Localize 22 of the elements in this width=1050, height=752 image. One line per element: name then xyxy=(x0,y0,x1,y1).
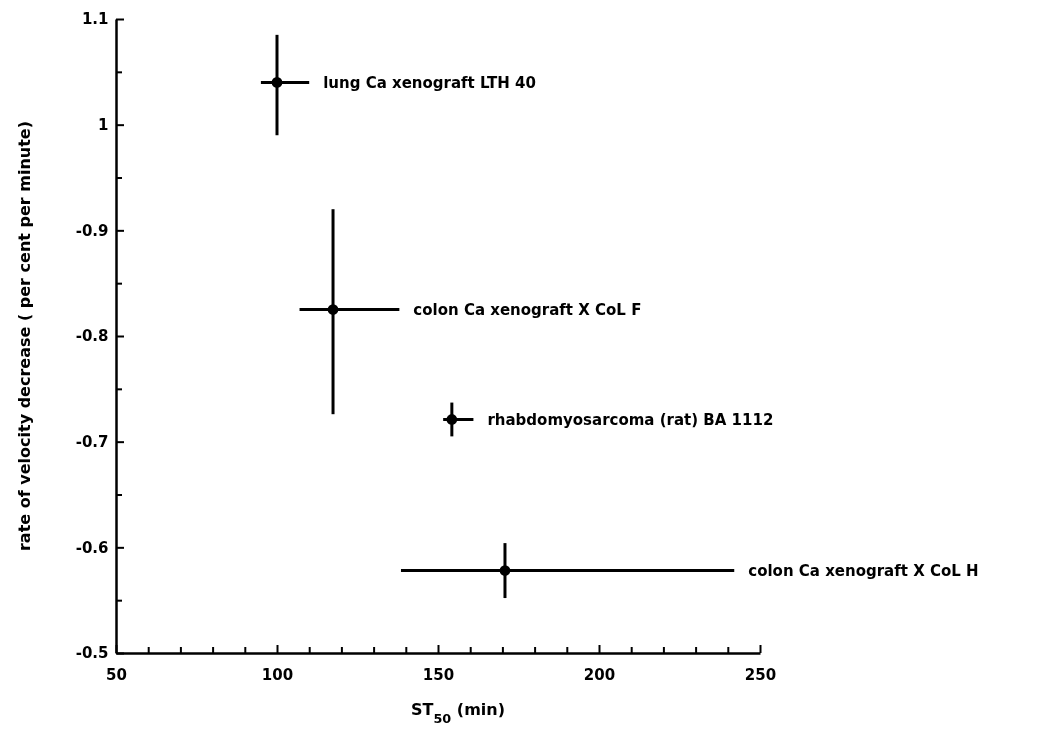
x-tick-label: 150 xyxy=(422,666,455,684)
y-tick-label: -0.9 xyxy=(75,221,109,240)
x-tick-label: 200 xyxy=(583,666,616,684)
y-tick-label: -0.5 xyxy=(75,644,109,663)
x-tick-label: 50 xyxy=(106,666,127,684)
y-tick-label: -0.6 xyxy=(75,538,109,557)
annotation: colon Ca xenograft X CoL H xyxy=(748,561,979,580)
point xyxy=(499,565,511,576)
point xyxy=(327,304,339,315)
y-tick-label: 1.1 xyxy=(81,10,109,29)
point xyxy=(271,77,283,88)
x-axis-title: ST$_{50}$ (min) xyxy=(411,700,505,726)
point xyxy=(446,414,458,425)
annotation: colon Ca xenograft X CoL F xyxy=(413,300,642,319)
x-tick-label: 250 xyxy=(744,666,777,684)
y-tick-label: 1 xyxy=(98,115,109,134)
x-tick-label: 100 xyxy=(261,666,294,684)
y-tick-label: -0.7 xyxy=(75,432,109,451)
annotation: rhabdomyosarcoma (rat) BA 1112 xyxy=(487,410,774,429)
y-tick-label: -0.8 xyxy=(75,327,109,346)
annotation: lung Ca xenograft LTH 40 xyxy=(323,73,536,92)
y-axis-title: rate of velocity decrease ( per cent per minute) xyxy=(15,120,34,552)
